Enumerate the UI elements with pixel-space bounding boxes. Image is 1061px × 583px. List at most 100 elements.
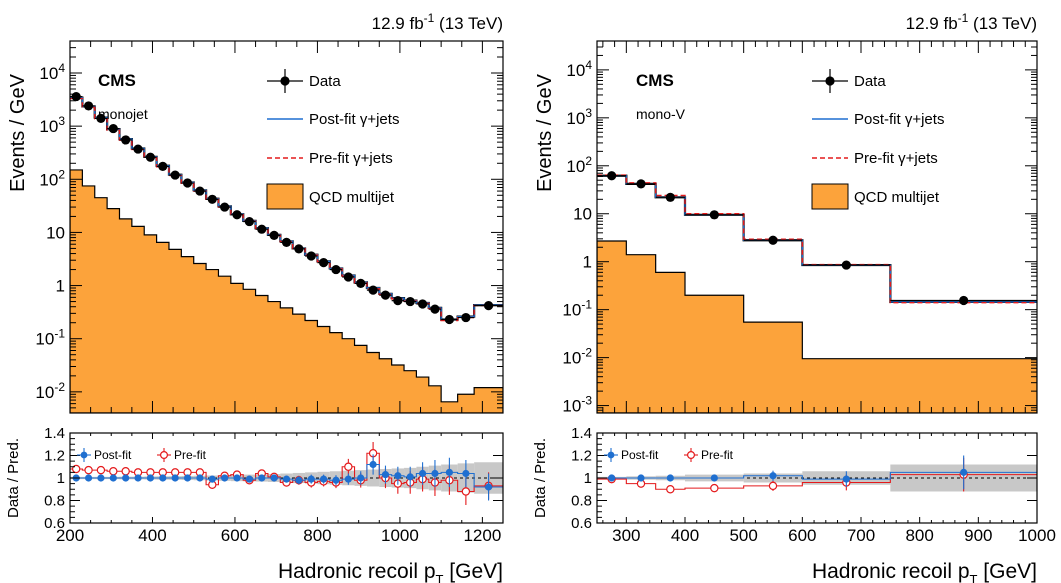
ratio-prefit-point (84, 465, 93, 475)
y-tick-label: 10-3 (562, 394, 592, 416)
legend-postfit-label: Post-fit γ+jets (309, 111, 399, 128)
data-point (319, 258, 329, 268)
ratio-legend-prefit-marker (160, 451, 169, 460)
category-label: mono-V (636, 106, 686, 122)
data-point (444, 314, 454, 325)
ratio-plot-area (597, 455, 1037, 494)
ratio-postfit-point (295, 476, 303, 484)
ratio-y-tick-label: 1 (584, 470, 592, 487)
data-point (145, 152, 156, 162)
ratio-postfit-point (462, 469, 470, 478)
ratio-postfit-point (159, 474, 167, 482)
ratio-prefit-point (344, 462, 353, 471)
ratio-postfit-point (307, 475, 315, 483)
x-tick-label: 1200 (463, 526, 501, 545)
legend-qcd-label: QCD multijet (309, 189, 395, 206)
data-point (356, 278, 366, 288)
y-tick-label: 10 (46, 223, 65, 242)
data-point (665, 192, 675, 202)
ratio-legend-prefit-marker (686, 451, 695, 460)
ratio-postfit-point (445, 468, 453, 476)
y-tick-label: 103 (566, 106, 592, 128)
ratio-y-tick-label: 1.2 (44, 448, 65, 465)
data-point (331, 264, 341, 275)
uncertainty-band (366, 469, 380, 487)
category-label: monojet (98, 106, 148, 122)
data-point (417, 299, 428, 309)
ratio-postfit-point (332, 476, 340, 484)
data-point (281, 237, 292, 247)
y-axis-label: Events / GeV (7, 73, 29, 191)
main-plot-frame (596, 40, 1038, 414)
data-point (244, 216, 254, 227)
x-tick-label: 800 (303, 526, 331, 545)
ratio-postfit-point (109, 474, 117, 482)
ratio-y-axis-label: Data / Pred. (5, 438, 22, 518)
ratio-postfit-point (406, 473, 414, 481)
data-point (133, 144, 143, 154)
ratio-legend-prefit-label: Pre-fit (701, 448, 734, 462)
ratio-postfit-point (245, 475, 253, 483)
panel-monov: 10-3 10-2 10-1 1 10 102 103 104 12.9 fb-1 (13 Te… (532, 11, 1056, 583)
y-axis-label: Events / GeV (534, 73, 556, 191)
data-point (158, 161, 168, 171)
data-point (959, 295, 969, 306)
x-tick-label: 700 (847, 526, 875, 545)
ratio-postfit-point (183, 474, 192, 482)
ratio-postfit-point (710, 474, 718, 482)
x-tick-label: 800 (905, 526, 933, 545)
data-point (83, 101, 94, 111)
legend-qcd-label: QCD multijet (854, 189, 940, 206)
x-tick-label: 400 (138, 526, 166, 545)
panel-monojet: 10-2 10-1 1 10 102 103 104 12.9 fb-1 (13 TeV) CM… (5, 11, 504, 583)
y-tick-label: 10-1 (562, 298, 592, 320)
ratio-postfit-point (842, 475, 850, 483)
x-tick-label: 600 (221, 526, 249, 545)
data-point (71, 91, 81, 102)
ratio-legend-postfit-label: Post-fit (621, 448, 659, 462)
data-point (343, 272, 353, 282)
ratio-plot-area (70, 442, 503, 505)
qcd-multijet-histogram (597, 240, 1037, 413)
cms-label: CMS (98, 71, 136, 90)
main-plot-area (70, 91, 503, 413)
ratio-legend-postfit-label: Post-fit (94, 448, 132, 462)
ratio-postfit-point (84, 474, 93, 482)
ratio-postfit-point (208, 475, 216, 483)
ratio-postfit-point (97, 474, 105, 482)
legend-postfit-label: Post-fit γ+jets (854, 111, 944, 128)
ratio-postfit-point (637, 474, 645, 482)
data-point (207, 194, 217, 204)
ratio-postfit-point (320, 475, 328, 483)
data-point (607, 171, 617, 181)
ratio-postfit-point (258, 474, 266, 482)
ratio-postfit-point (369, 460, 377, 469)
legend-data-label: Data (854, 73, 886, 90)
ratio-postfit-point (270, 474, 278, 482)
data-point (636, 179, 646, 189)
legend-data-marker (825, 76, 835, 86)
ratio-y-tick-label: 0.8 (571, 493, 592, 510)
data-point (709, 210, 719, 220)
data-point (269, 230, 279, 240)
ratio-y-tick-label: 1.4 (571, 425, 592, 442)
data-point (841, 260, 851, 270)
x-tick-label: 1000 (381, 526, 419, 545)
x-tick-label: 600 (788, 526, 816, 545)
main-plot-area (597, 171, 1037, 413)
ratio-postfit-point (381, 471, 390, 479)
ratio-prefit-point (461, 487, 471, 496)
data-point (257, 224, 267, 234)
cms-label: CMS (636, 71, 674, 90)
ratio-postfit-point (394, 472, 402, 480)
data-point (393, 296, 403, 306)
ratio-postfit-point (418, 469, 427, 478)
lumi-label: 12.9 fb-1 (13 TeV) (372, 11, 503, 33)
data-point (430, 304, 440, 314)
ratio-y-tick-label: 1.4 (44, 425, 65, 442)
data-point (306, 251, 316, 261)
data-point (232, 210, 242, 220)
x-axis-label: Hadronic recoil pT [GeV] (812, 560, 1037, 583)
data-point (483, 300, 494, 311)
